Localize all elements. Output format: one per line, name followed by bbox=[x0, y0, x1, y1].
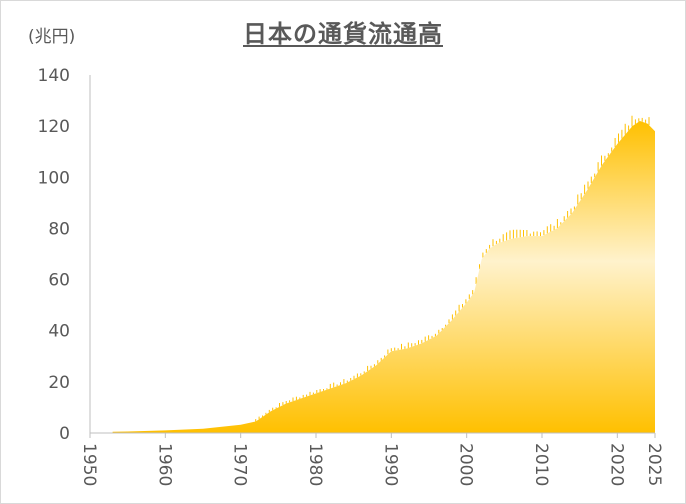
y-axis-ticks: 0 20 40 60 80 100 120 140 bbox=[38, 66, 70, 444]
y-axis-unit-label: (兆円) bbox=[28, 27, 76, 47]
noise-spikes bbox=[255, 115, 650, 422]
y-tick-label: 20 bbox=[48, 373, 70, 393]
y-tick-label: 40 bbox=[48, 322, 70, 342]
x-tick-label: 2020 bbox=[606, 443, 626, 486]
x-tick-label: 1950 bbox=[79, 443, 99, 486]
series-area bbox=[112, 121, 656, 433]
y-tick-label: 60 bbox=[48, 271, 70, 291]
y-tick-label: 140 bbox=[38, 66, 70, 86]
x-tick-label: 2010 bbox=[531, 443, 551, 486]
y-tick-label: 0 bbox=[59, 424, 70, 444]
x-tick-label: 2025 bbox=[644, 443, 664, 486]
x-tick-label: 1990 bbox=[380, 443, 400, 486]
y-tick-label: 100 bbox=[38, 168, 70, 188]
x-tick-label: 1980 bbox=[305, 443, 325, 486]
x-tick-label: 2000 bbox=[456, 443, 476, 486]
x-tick-label: 1960 bbox=[154, 443, 174, 486]
y-tick-label: 80 bbox=[48, 219, 70, 239]
x-tick-label: 1970 bbox=[230, 443, 250, 486]
y-tick-label: 120 bbox=[38, 117, 70, 137]
chart-title: 日本の通貨流通高 bbox=[243, 20, 443, 48]
x-axis-ticks: 1950 1960 1970 1980 1990 2000 2010 2020 2025 bbox=[79, 433, 664, 486]
